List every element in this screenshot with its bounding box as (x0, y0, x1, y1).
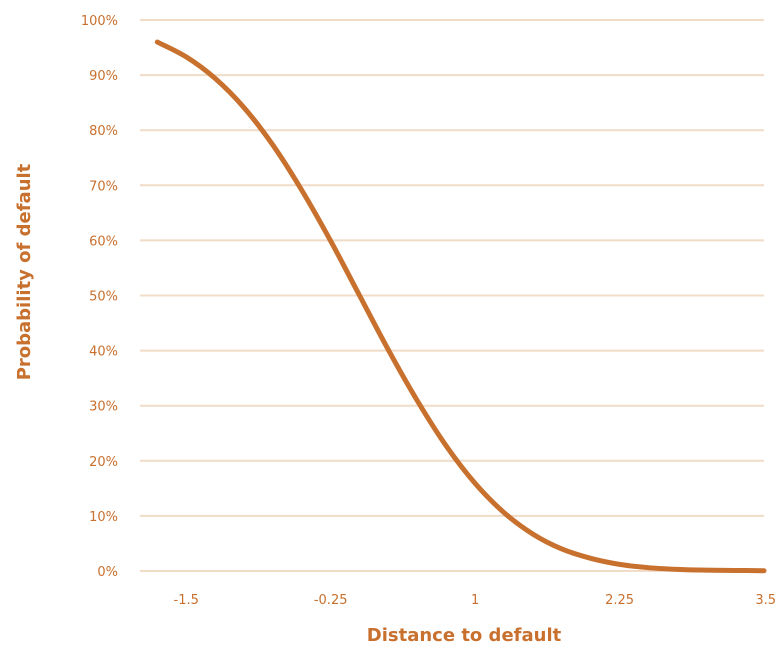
y-tick-label: 80% (89, 124, 118, 139)
series-line (154, 39, 767, 574)
y-tick-label: 40% (89, 345, 118, 360)
y-tick-label: 90% (89, 69, 118, 84)
y-tick-label: 50% (89, 290, 118, 305)
x-tick-label: -1.5 (174, 593, 199, 608)
y-axis-title: Probability of default (14, 163, 35, 380)
y-tick-label: 70% (89, 179, 118, 194)
y-tick-label: 0% (97, 565, 118, 580)
y-tick-label: 60% (89, 234, 118, 249)
y-tick-labels: 0% 10% 20% 30% 40% 50% 60% 70% 80% 90% 100% (81, 14, 118, 580)
series-layer (154, 39, 767, 574)
y-tick-label: 30% (89, 400, 118, 415)
x-tick-label: -0.25 (314, 593, 348, 608)
x-axis-title: Distance to default (367, 625, 562, 646)
x-tick-label: 3.5 (755, 593, 776, 608)
x-tick-label: 1 (471, 593, 479, 608)
y-tick-label: 10% (89, 510, 118, 525)
gridlines (140, 19, 764, 572)
y-tick-label: 20% (89, 455, 118, 470)
x-tick-labels: -1.5 -0.25 1 2.25 3.5 (174, 593, 776, 608)
y-tick-label: 100% (81, 14, 118, 29)
x-tick-label: 2.25 (605, 593, 634, 608)
